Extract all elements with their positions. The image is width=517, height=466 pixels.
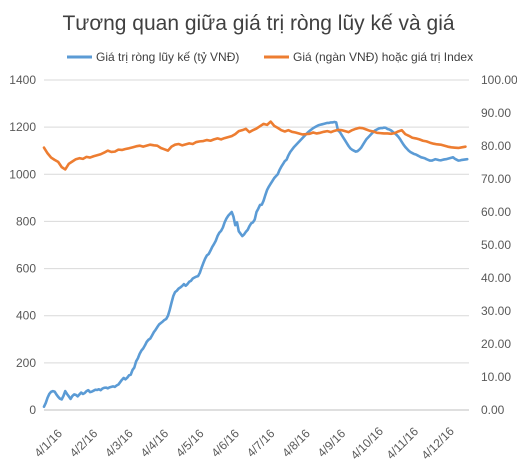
left-tick-label: 1400: [9, 73, 36, 87]
chart-title: Tương quan giữa giá trị ròng lũy kế và g…: [62, 12, 454, 35]
right-tick-label: 40.00: [481, 271, 511, 285]
left-axis-ticks: 0 200 400 600 800 1000 1200 1400: [9, 73, 36, 417]
right-tick-label: 20.00: [481, 337, 511, 351]
right-tick-label: 70.00: [481, 172, 511, 186]
right-tick-label: 50.00: [481, 238, 511, 252]
right-tick-label: 30.00: [481, 304, 511, 318]
series-line-net-value: [42, 120, 469, 409]
right-axis-ticks: 0.00 10.00 20.00 30.00 40.00 50.00 60.00 70.00 8…: [481, 73, 517, 417]
x-tick-label: 4/4/16: [138, 426, 172, 460]
legend-label-series-2: Giá (ngàn VNĐ) hoặc giá trị Index: [293, 50, 473, 64]
right-tick-label: 90.00: [481, 106, 511, 120]
x-tick-label: 4/11/16: [384, 424, 422, 462]
x-tick-label: 4/10/16: [348, 424, 386, 462]
x-axis-ticks: 4/1/16 4/2/16 4/3/16 4/4/16 4/5/16 4/6/16 4/7/…: [31, 424, 457, 462]
x-tick-label: 4/8/16: [279, 426, 313, 460]
x-tick-label: 4/1/16: [31, 426, 65, 460]
right-tick-label: 60.00: [481, 205, 511, 219]
x-tick-label: 4/6/16: [209, 426, 243, 460]
x-tick-label: 4/12/16: [419, 424, 457, 462]
left-tick-label: 600: [16, 262, 36, 276]
left-tick-label: 1200: [9, 120, 36, 134]
left-tick-label: 200: [16, 356, 36, 370]
left-tick-label: 1000: [9, 167, 36, 181]
x-tick-label: 4/7/16: [244, 426, 278, 460]
left-tick-label: 400: [16, 309, 36, 323]
right-tick-label: 10.00: [481, 370, 511, 384]
legend-label-series-1: Giá trị ròng lũy kế (tỷ VNĐ): [96, 50, 239, 64]
right-tick-label: 0.00: [481, 403, 505, 417]
left-tick-label: 800: [16, 214, 36, 228]
right-tick-label: 80.00: [481, 139, 511, 153]
x-tick-label: 4/2/16: [67, 426, 101, 460]
series-line-price: [42, 120, 467, 171]
right-tick-label: 100.00: [481, 73, 517, 87]
x-tick-label: 4/3/16: [102, 426, 136, 460]
left-tick-label: 0: [29, 403, 36, 417]
series-layer: [42, 120, 469, 409]
x-tick-label: 4/5/16: [173, 426, 207, 460]
x-tick-label: 4/9/16: [315, 426, 349, 460]
legend: Giá trị ròng lũy kế (tỷ VNĐ) Giá (ngàn V…: [67, 50, 473, 64]
